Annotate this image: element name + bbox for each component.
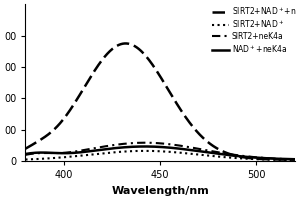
Legend: SIRT2+NAD$^+$+n, SIRT2+NAD$^+$, SIRT2+neK4a, NAD$^+$+neK4a: SIRT2+NAD$^+$+n, SIRT2+NAD$^+$, SIRT2+ne… bbox=[212, 5, 297, 55]
X-axis label: Wavelength/nm: Wavelength/nm bbox=[111, 186, 209, 196]
